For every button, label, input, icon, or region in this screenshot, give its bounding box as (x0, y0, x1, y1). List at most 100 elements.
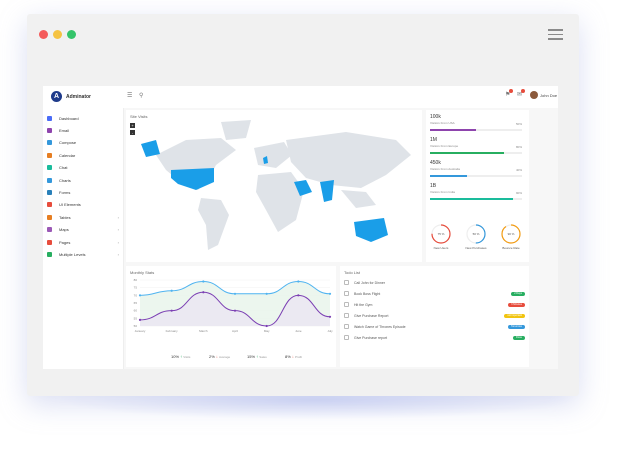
chevron-right-icon: › (117, 214, 119, 220)
todo-item[interactable]: Give Purchase Report not important (344, 311, 525, 320)
chevron-right-icon: › (117, 239, 119, 245)
avatar[interactable] (530, 91, 538, 99)
maximize-window-dot[interactable] (67, 30, 76, 39)
world-map[interactable] (126, 110, 422, 262)
mail-icon (47, 127, 52, 133)
window-menu-icon[interactable] (548, 29, 563, 43)
todo-checkbox[interactable] (344, 313, 349, 318)
stat-percent: 90% (515, 191, 522, 195)
gauge-label: New Purchases (465, 246, 487, 250)
map-southeast-asia (341, 190, 376, 208)
search-icon[interactable]: ⚲ (139, 93, 144, 99)
todo-checkbox[interactable] (344, 280, 349, 285)
data-point (138, 318, 142, 321)
todo-checkbox[interactable] (344, 335, 349, 340)
notifications-bell-icon[interactable]: ⚑ (505, 89, 514, 98)
todo-tag: not important (504, 313, 525, 318)
todo-tag: Done (513, 335, 525, 340)
todo-item[interactable]: Call John for Dinner (344, 278, 525, 287)
todo-item[interactable]: Book Boss Flight 2 Days (344, 289, 525, 298)
close-window-dot[interactable] (39, 30, 48, 39)
x-tick-label: February (166, 329, 179, 333)
sidebar-item-multiple-levels[interactable]: Multiple Levels › (47, 249, 119, 259)
card-title: Todo List (344, 270, 361, 275)
logo-icon: A (51, 91, 62, 102)
sidebar-item-label: Chat (59, 165, 68, 171)
sidebar-item-email[interactable]: Email (47, 125, 119, 135)
gauge-value: 90 % (508, 232, 515, 236)
todo-item[interactable]: Hit the Gym 3 Minutes (344, 300, 525, 309)
monthly-stats-chart[interactable]: 50 55 60 65 70 75 80 January February March April M… (126, 276, 336, 356)
sidebar-item-chat[interactable]: Chat (47, 163, 119, 173)
todo-item[interactable]: Give Purchase report Done (344, 333, 525, 342)
card-title: Site Visits (130, 114, 148, 119)
minimize-window-dot[interactable] (53, 30, 62, 39)
arrow-up-icon: ↑ (179, 354, 184, 359)
map-alaska (141, 140, 160, 157)
todo-tag: 2 Days (511, 291, 525, 296)
todo-checkbox[interactable] (344, 302, 349, 307)
gauge-new-purchases: 50 % (466, 224, 486, 244)
zoom-out-button[interactable]: - (130, 130, 135, 135)
stat-value: 1B (430, 183, 437, 189)
sidebar-item-dashboard[interactable]: Dashboard (47, 113, 119, 123)
summary-stat: 2% ↓ Average (209, 354, 230, 359)
home-icon (47, 115, 52, 121)
todo-text: Give Purchase Report (354, 313, 389, 318)
calendar-icon (47, 152, 52, 158)
todo-tag: 3 Minutes (508, 302, 525, 307)
messages-icon[interactable]: ✉ (517, 89, 526, 98)
todo-checkbox[interactable] (344, 324, 349, 329)
stat-value: 450k (430, 160, 441, 166)
summary-stat: 10% ↑ Visits (171, 354, 190, 359)
todo-item[interactable]: Watch Game of Thrones Episode Tomorrow (344, 322, 525, 331)
arrow-down-icon: ↓ (214, 354, 220, 359)
visitor-stat: 450k Visitors From Australia 40% (430, 160, 522, 177)
summary-label: Sales (259, 355, 267, 359)
sidebar-item-compose[interactable]: Compose (47, 138, 119, 148)
pages-icon (47, 239, 52, 245)
sidebar-item-label: Dashboard (59, 115, 79, 121)
sidebar-item-label: Multiple Levels (59, 251, 86, 257)
progress-bar-fill (430, 198, 513, 200)
zoom-in-button[interactable]: + (130, 123, 135, 128)
gauge-value: 50 % (473, 232, 480, 236)
site-visits-card: Site Visits + - (126, 110, 422, 262)
map-asia (286, 132, 411, 188)
stat-value: 100k (430, 114, 441, 120)
todo-checkbox[interactable] (344, 291, 349, 296)
menu-toggle-icon[interactable]: ☰ (127, 93, 133, 99)
progress-bar-fill (430, 175, 467, 177)
window-controls (39, 30, 76, 39)
sidebar-item-ui-elements[interactable]: UI Elements (47, 200, 119, 210)
y-tick-label: 55 (134, 316, 138, 320)
sidebar-item-tables[interactable]: Tables › (47, 212, 119, 222)
map-india (320, 180, 334, 202)
stat-percent: 40% (515, 168, 522, 172)
sidebar-item-calendar[interactable]: Calendar (47, 150, 119, 160)
sidebar-item-forms[interactable]: Forms (47, 187, 119, 197)
chevron-right-icon: › (117, 251, 119, 257)
sidebar-item-charts[interactable]: Charts (47, 175, 119, 185)
main-content: Site Visits + - (124, 108, 558, 369)
sidebar-item-pages[interactable]: Pages › (47, 237, 119, 247)
todo-text: Give Purchase report (354, 335, 388, 340)
todo-tag: Tomorrow (508, 324, 525, 329)
arrow-down-icon: ↓ (290, 354, 296, 359)
top-bar: A Adminator ☰ ⚲ ⚑ ✉ John Doe (43, 86, 558, 109)
sidebar-item-maps[interactable]: Maps › (47, 225, 119, 235)
summary-stat: 8% ↓ Profit (285, 354, 302, 359)
x-tick-label: July (327, 329, 333, 333)
summary-value: 15% (247, 354, 256, 359)
user-name[interactable]: John Doe (540, 93, 558, 98)
progress-bar (430, 175, 522, 177)
stat-label: Visitors From Australia (430, 167, 460, 171)
summary-value: 10% (171, 354, 180, 359)
visitor-stat: 1M Visitors From Europe 80% (430, 137, 522, 154)
sidebar-item-label: Compose (59, 140, 77, 146)
data-point (138, 294, 142, 297)
chart-icon (47, 177, 52, 183)
ui-icon (47, 202, 52, 208)
data-point (328, 315, 332, 318)
brand[interactable]: A Adminator (51, 91, 91, 102)
